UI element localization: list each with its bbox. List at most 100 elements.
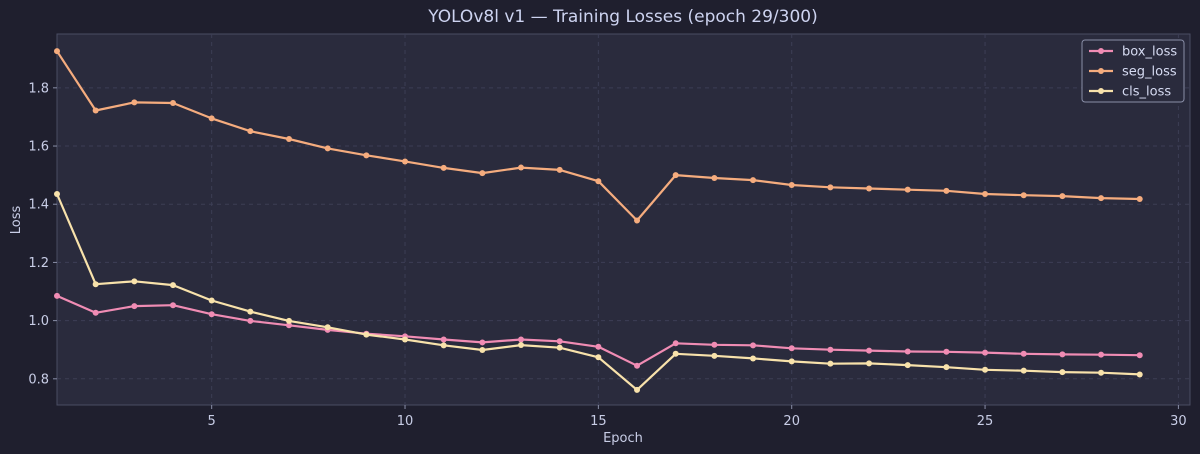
point-seg_loss: [440, 164, 447, 171]
point-seg_loss: [286, 136, 293, 143]
plot-area: [56, 33, 1191, 406]
point-cls_loss: [904, 362, 911, 369]
point-seg_loss: [943, 187, 950, 194]
legend-box: [1081, 39, 1185, 103]
point-cls_loss: [402, 336, 409, 343]
y-tick-label: 0.8: [28, 372, 49, 387]
axis-ticks: 5 10 15 20 25 30 0.8 1.0 1.2 1.4 1.6 1.8: [28, 81, 1186, 429]
legend: box_loss seg_loss cls_loss: [1081, 39, 1185, 103]
point-seg_loss: [634, 217, 641, 224]
point-cls_loss: [1059, 369, 1066, 376]
point-box_loss: [634, 362, 641, 369]
point-cls_loss: [711, 352, 718, 359]
point-cls_loss: [247, 308, 254, 315]
point-box_loss: [982, 349, 989, 356]
legend-swatch-marker: [1098, 68, 1104, 74]
point-box_loss: [595, 343, 602, 350]
point-box_loss: [672, 340, 679, 347]
point-cls_loss: [479, 347, 486, 354]
y-tick-label: 1.6: [28, 140, 49, 155]
point-seg_loss: [247, 128, 254, 135]
point-seg_loss: [170, 99, 177, 106]
point-box_loss: [1020, 350, 1027, 357]
point-seg_loss: [982, 191, 989, 198]
point-seg_loss: [1136, 195, 1143, 202]
grid-lines: [57, 34, 1190, 405]
point-cls_loss: [788, 358, 795, 365]
point-box_loss: [750, 342, 757, 349]
point-seg_loss: [672, 172, 679, 179]
point-box_loss: [131, 303, 138, 310]
point-cls_loss: [286, 317, 293, 324]
series-lines: [54, 48, 1143, 393]
point-cls_loss: [440, 342, 447, 349]
point-cls_loss: [943, 364, 950, 371]
point-cls_loss: [595, 354, 602, 361]
point-cls_loss: [54, 191, 60, 198]
y-tick-label: 1.4: [28, 198, 49, 213]
x-tick-label: 30: [1170, 414, 1187, 429]
x-tick-label: 10: [397, 414, 414, 429]
point-box_loss: [92, 309, 99, 316]
point-seg_loss: [131, 99, 138, 106]
legend-swatch-marker: [1098, 88, 1104, 94]
point-seg_loss: [827, 184, 834, 191]
point-cls_loss: [208, 297, 215, 304]
point-cls_loss: [634, 386, 641, 393]
point-seg_loss: [208, 115, 215, 122]
x-tick-label: 20: [783, 414, 800, 429]
y-tick-label: 1.0: [28, 314, 49, 329]
point-cls_loss: [363, 331, 370, 338]
point-seg_loss: [750, 177, 757, 184]
point-cls_loss: [827, 360, 834, 367]
point-seg_loss: [479, 170, 486, 177]
legend-swatch-marker: [1098, 48, 1104, 54]
x-tick-label: 15: [590, 414, 607, 429]
point-box_loss: [904, 348, 911, 355]
point-seg_loss: [711, 175, 718, 182]
point-cls_loss: [131, 278, 138, 285]
x-tick-label: 5: [208, 414, 216, 429]
legend-label-box_loss: box_loss: [1122, 45, 1177, 60]
point-seg_loss: [595, 178, 602, 185]
point-box_loss: [827, 346, 834, 353]
point-box_loss: [170, 302, 177, 309]
legend-label-seg_loss: seg_loss: [1122, 65, 1177, 80]
point-box_loss: [208, 311, 215, 318]
point-cls_loss: [982, 366, 989, 373]
legend-label-cls_loss: cls_loss: [1122, 85, 1171, 100]
point-cls_loss: [1020, 367, 1027, 374]
point-cls_loss: [556, 344, 563, 351]
x-axis-label: Epoch: [603, 431, 643, 446]
point-cls_loss: [1136, 371, 1143, 378]
point-box_loss: [247, 317, 254, 324]
point-box_loss: [556, 338, 563, 345]
point-seg_loss: [1098, 195, 1105, 202]
point-cls_loss: [92, 281, 99, 288]
point-box_loss: [440, 336, 447, 343]
point-cls_loss: [1098, 369, 1105, 376]
point-cls_loss: [672, 350, 679, 357]
point-seg_loss: [54, 48, 60, 55]
point-seg_loss: [866, 185, 873, 192]
point-cls_loss: [750, 355, 757, 362]
y-tick-label: 1.2: [28, 256, 49, 271]
y-tick-label: 1.8: [28, 81, 49, 96]
point-cls_loss: [324, 324, 331, 331]
point-seg_loss: [1020, 192, 1027, 199]
point-seg_loss: [904, 186, 911, 193]
point-box_loss: [943, 348, 950, 355]
point-box_loss: [1098, 351, 1105, 358]
point-box_loss: [479, 339, 486, 346]
point-box_loss: [1059, 351, 1066, 358]
point-seg_loss: [324, 145, 331, 152]
point-cls_loss: [518, 342, 525, 349]
point-seg_loss: [518, 164, 525, 171]
point-box_loss: [1136, 352, 1143, 359]
point-seg_loss: [92, 107, 99, 114]
point-seg_loss: [556, 166, 563, 173]
point-box_loss: [788, 345, 795, 352]
point-cls_loss: [866, 360, 873, 367]
x-tick-label: 25: [977, 414, 994, 429]
